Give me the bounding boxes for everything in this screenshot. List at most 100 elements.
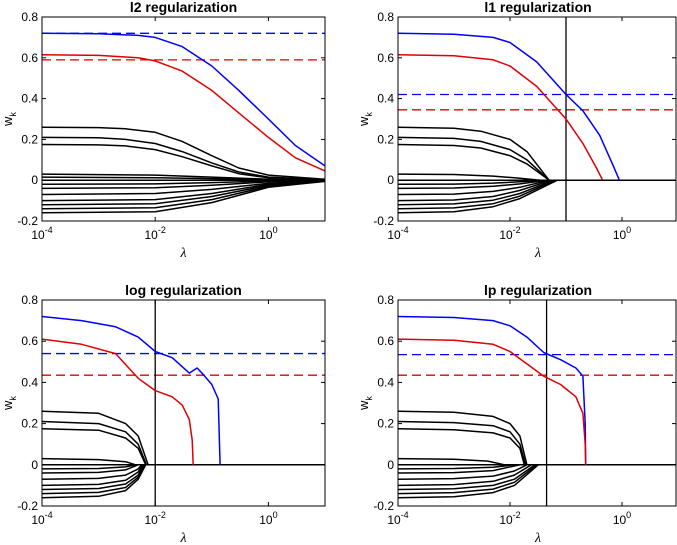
series-line-3 (398, 126, 550, 181)
series-line-3 (42, 410, 149, 466)
series-line-12 (398, 464, 538, 495)
series-line-1 (398, 315, 587, 465)
x-tick-label: 10-4 (31, 225, 52, 242)
series-line-10 (398, 464, 532, 487)
series-line-7 (42, 464, 136, 470)
y-tick-label: 0.2 (21, 132, 38, 146)
axes-box (41, 299, 326, 507)
series-line-9 (42, 464, 143, 480)
y-tick-label: 0.6 (21, 51, 38, 65)
x-tick-label: 10-4 (31, 510, 52, 527)
series-line-1 (42, 315, 221, 465)
y-tick-label: 0.4 (21, 92, 38, 106)
series-line-12 (42, 464, 146, 495)
chart-1: -0.2 0 0.2 0.4 0.6 0.8 10-4 10-2 100 l2 regulariz… (0, 0, 326, 261)
chart-4: -0.2 0 0.2 0.4 0.6 0.8 10-4 10-2 100 lp regulariz… (356, 282, 677, 545)
chart-3: -0.2 0 0.2 0.4 0.6 0.8 10-4 10-2 100 log regulari… (0, 282, 326, 545)
series-line-1 (398, 32, 621, 181)
series-line-6 (398, 457, 505, 466)
series-line-7 (398, 464, 515, 470)
series-line-11 (42, 464, 145, 491)
series-line-13 (42, 464, 147, 499)
x-tick-label: 10-2 (145, 510, 166, 527)
chart-2: -0.2 0 0.2 0.4 0.6 0.8 10-4 10-2 100 l1 regulariz… (356, 0, 677, 261)
chart-title: lp regularization (484, 282, 592, 298)
series-line-9 (398, 179, 550, 196)
series-line-5 (42, 143, 325, 181)
y-tick-label: 0.6 (377, 51, 394, 65)
y-tick-label: -0.2 (373, 499, 394, 513)
x-tick-label: 10-2 (499, 225, 520, 242)
y-tick-label: 0 (31, 458, 38, 472)
series-line-2 (42, 53, 325, 172)
x-tick-label: 100 (613, 510, 631, 527)
y-tick-label: 0.8 (377, 293, 394, 307)
y-tick-label: 0.6 (21, 334, 38, 348)
x-axis-label: λ (179, 531, 186, 545)
plot-area (42, 300, 325, 506)
series-line-8 (398, 179, 547, 190)
y-tick-label: 0.2 (377, 417, 394, 431)
y-axis-label: wk (0, 396, 18, 411)
series-line-11 (398, 464, 536, 491)
series-line-13 (398, 464, 539, 499)
axes-box (397, 299, 677, 507)
y-axis-label: wk (0, 112, 18, 127)
x-tick-label: 100 (613, 225, 631, 242)
series-line-8 (42, 464, 139, 474)
plot-area (398, 300, 676, 506)
series-line-10 (42, 464, 144, 487)
series-line-1 (42, 32, 325, 167)
y-tick-label: 0.4 (377, 92, 394, 106)
series-line-5 (398, 428, 526, 465)
y-tick-label: 0 (31, 173, 38, 187)
plot-area (398, 17, 676, 221)
y-tick-label: 0.4 (377, 375, 394, 389)
series-line-6 (398, 173, 541, 181)
x-tick-label: 100 (259, 510, 277, 527)
chart-title: log regularization (125, 282, 242, 298)
x-axis-label: λ (534, 531, 541, 545)
series-line-12 (398, 179, 556, 210)
series-line-14 (42, 180, 325, 214)
series-line-9 (42, 179, 325, 190)
x-tick-label: 10-2 (145, 225, 166, 242)
y-tick-label: -0.2 (17, 499, 38, 513)
y-tick-label: 0 (387, 458, 394, 472)
series-line-2 (398, 53, 604, 181)
series-line-7 (42, 176, 325, 181)
series-line-2 (398, 338, 587, 465)
series-line-3 (398, 410, 528, 465)
series-line-10 (398, 179, 552, 202)
series-line-5 (42, 428, 147, 466)
chart-title: l2 regularization (130, 0, 237, 15)
series-line-4 (398, 136, 550, 181)
y-tick-label: 0 (387, 173, 394, 187)
x-axis-label: λ (179, 246, 186, 261)
axes-box (397, 16, 677, 222)
series-line-5 (398, 143, 550, 181)
chart-title: l1 regularization (484, 0, 591, 15)
x-axis-label: λ (534, 246, 541, 261)
y-tick-label: -0.2 (17, 214, 38, 228)
series-line-7 (398, 179, 544, 186)
y-tick-label: 0.6 (377, 334, 394, 348)
series-line-8 (398, 464, 521, 474)
series-line-4 (42, 420, 148, 466)
series-line-4 (398, 420, 527, 465)
y-tick-label: 0.4 (21, 375, 38, 389)
x-tick-label: 100 (259, 225, 277, 242)
y-tick-label: 0.2 (377, 132, 394, 146)
series-line-2 (42, 338, 194, 465)
y-tick-label: 0.8 (21, 10, 38, 24)
axes-box (41, 16, 326, 222)
plot-area (42, 32, 325, 214)
series-line-11 (398, 179, 554, 206)
series-line-6 (42, 457, 136, 466)
y-tick-label: 0.8 (21, 293, 38, 307)
x-tick-label: 10-4 (387, 510, 408, 527)
y-tick-label: 0.2 (21, 417, 38, 431)
series-line-4 (42, 136, 325, 181)
y-axis-label: wk (356, 112, 374, 127)
